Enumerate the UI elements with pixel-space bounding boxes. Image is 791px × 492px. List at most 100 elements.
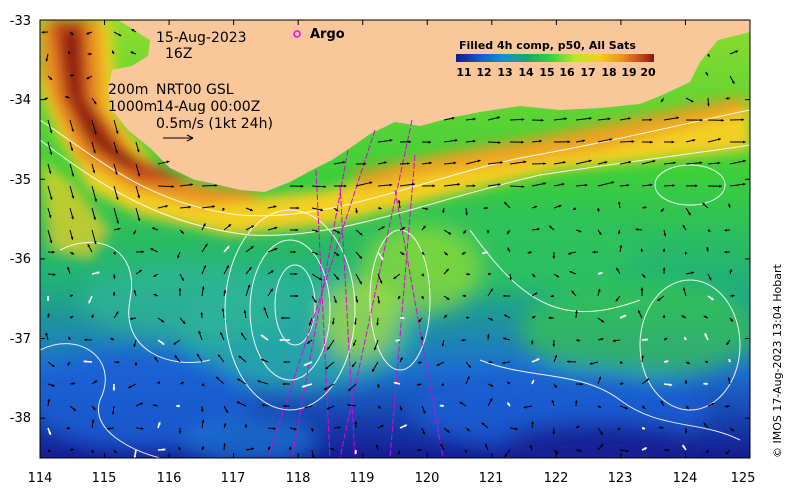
current-vector-head (200, 312, 204, 315)
current-vector-head (251, 225, 254, 229)
lon-tick-label: 121 (479, 471, 504, 486)
legend-title: Filled 4h comp, p50, All Sats (459, 39, 636, 52)
current-vector-head (92, 170, 96, 174)
current-vector-head (214, 184, 218, 187)
current-vector-head (70, 147, 74, 151)
current-vector-head (173, 341, 177, 345)
current-vector-head (721, 118, 724, 122)
current-vector-head (588, 159, 592, 163)
current-vector-head (348, 388, 352, 391)
current-vector-head (308, 322, 312, 326)
current-vector (443, 183, 461, 187)
current-vector-head (273, 205, 277, 209)
current-vector-head (650, 140, 653, 144)
current-vector-head (600, 444, 603, 447)
current-vector-head (540, 118, 544, 122)
current-vector-head (554, 354, 558, 358)
current-vector-head (729, 269, 733, 273)
current-vector-head (642, 405, 646, 409)
current-vector-head (422, 225, 426, 229)
current-vector-head (86, 31, 90, 35)
current-vector-head (353, 343, 356, 347)
current-vector-head (599, 271, 603, 275)
current-vector-head (665, 360, 669, 363)
current-vector-head (620, 382, 624, 386)
current-vector-head (236, 401, 240, 405)
current-vector-head (616, 267, 619, 271)
current-vector-head (539, 139, 542, 143)
altimeter-ground-tracks (267, 119, 444, 458)
current-vector-head (477, 159, 481, 163)
current-vector-head (472, 117, 476, 121)
current-vector-head (96, 271, 100, 275)
current-vector-head (673, 161, 676, 165)
current-vector-head (178, 431, 182, 434)
current-vector-head (93, 150, 96, 154)
current-vector-head (521, 118, 525, 121)
current-vector (575, 159, 592, 165)
lat-tick-label: -38 (10, 411, 31, 426)
current-vector-head (174, 355, 178, 359)
current-vector-head (71, 195, 75, 199)
current-vector-head (93, 131, 97, 135)
current-vector-head (408, 140, 412, 144)
current-vector-head (320, 208, 324, 212)
current-vector-head (401, 252, 405, 255)
current-vector-head (295, 228, 299, 232)
current-vector-head (662, 267, 666, 271)
current-vector-head (485, 443, 488, 447)
current-vector-head (157, 422, 161, 425)
current-vector-head (354, 322, 357, 325)
current-vector-head (685, 406, 689, 409)
legend-tick-label: 17 (580, 66, 595, 79)
current-vector-head (527, 251, 531, 254)
current-vector-head (611, 181, 615, 184)
current-vector-head (725, 96, 729, 100)
current-vector-head (223, 289, 227, 293)
current-vector-head (152, 404, 156, 407)
lon-tick-label: 119 (350, 471, 375, 486)
current-vector-head (481, 422, 485, 426)
map-date: 15-Aug-2023 (156, 30, 247, 46)
current-vector-head (133, 289, 137, 293)
current-vector-head (461, 251, 465, 255)
current-vector-head (263, 307, 267, 311)
current-vector-head (91, 314, 94, 318)
current-vector-head (381, 226, 385, 229)
current-vector-head (182, 321, 186, 324)
current-vector-head (379, 280, 383, 284)
current-vector-head (112, 291, 116, 295)
current-vector-head (428, 140, 431, 144)
current-vector-head (403, 424, 407, 428)
current-vector-head (354, 421, 358, 424)
current-vector-head (589, 362, 593, 365)
current-vector-head (223, 443, 226, 446)
current-vector-head (355, 299, 359, 303)
map-plot-area (40, 20, 750, 458)
current-vector-head (113, 450, 117, 454)
current-vector-head (201, 419, 205, 423)
current-vector-head (91, 450, 94, 454)
current-vector-head (661, 209, 664, 212)
current-vector-head (380, 256, 383, 260)
current-vector-head (282, 404, 286, 408)
current-vector-head (118, 33, 122, 36)
current-vector-head (137, 195, 141, 199)
lon-tick-label: 122 (544, 471, 569, 486)
current-vector-head (703, 382, 707, 386)
current-vector-head (128, 385, 132, 388)
current-vector-head (497, 183, 501, 186)
sea-level-contours (40, 109, 750, 458)
current-vector-head (422, 431, 425, 435)
current-vector-head (425, 207, 429, 211)
current-vector-head (682, 445, 686, 448)
current-vector-head (604, 161, 608, 164)
current-vector-head (728, 203, 731, 207)
current-vector-head (139, 402, 143, 406)
current-vector-head (646, 378, 649, 382)
current-vector-head (660, 400, 664, 404)
current-vector-head (116, 220, 119, 224)
current-vector-head (393, 381, 397, 385)
current-vector-head (690, 99, 694, 103)
current-vector (355, 181, 373, 187)
